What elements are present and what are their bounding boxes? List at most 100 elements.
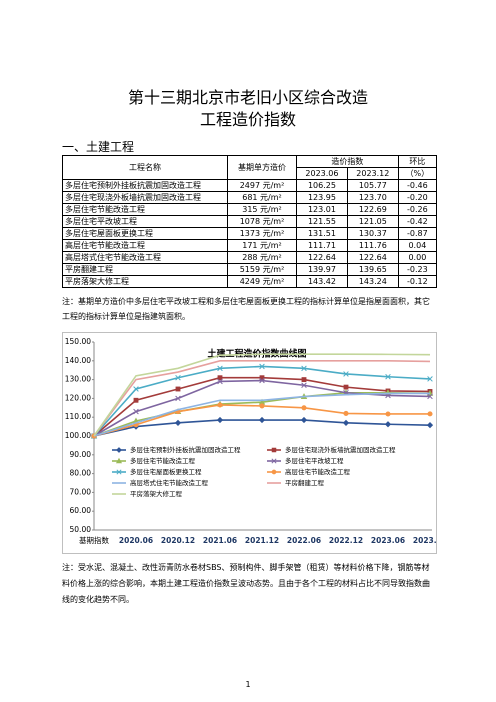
table-cell: -0.12 bbox=[397, 275, 438, 288]
y-tick-label: 50.00 bbox=[70, 525, 92, 534]
legend-marker bbox=[271, 458, 277, 464]
legend-label: 平房翻建工程 bbox=[285, 478, 325, 487]
table-cell: 131.51 bbox=[296, 227, 348, 240]
x-tick-label: 2021.06 bbox=[203, 536, 237, 545]
chart-title: 土建工程造价指数曲线图 bbox=[207, 348, 306, 360]
table-row: 多层住宅节能改造工程 315 元/m² 123.01 122.69 -0.26 bbox=[62, 203, 438, 216]
table-cell: 123.01 bbox=[296, 203, 348, 216]
table-cell: 315 元/m² bbox=[227, 203, 297, 216]
chart-frame bbox=[62, 332, 437, 554]
legend-label: 高层塔式住宅节能改造工程 bbox=[130, 478, 209, 487]
marker bbox=[343, 371, 349, 377]
table-cell: 高层塔式住宅节能改造工程 bbox=[62, 251, 228, 264]
marker bbox=[385, 411, 391, 417]
table-cell: 4249 元/m² bbox=[227, 275, 297, 288]
marker bbox=[217, 402, 223, 408]
marker bbox=[259, 403, 265, 409]
table-cell: 1373 元/m² bbox=[227, 227, 297, 240]
table-cell: 171 元/m² bbox=[227, 239, 297, 252]
table-cell: 平房落架大修工程 bbox=[62, 275, 228, 288]
y-tick-label: 60.00 bbox=[70, 506, 92, 515]
table-cell: 高层住宅节能改造工程 bbox=[62, 239, 228, 252]
series-line bbox=[93, 392, 430, 437]
marker bbox=[427, 376, 433, 382]
table-cell: 121.55 bbox=[296, 215, 348, 228]
legend-marker bbox=[115, 457, 123, 464]
x-tick-label: 2020.06 bbox=[119, 536, 153, 545]
index-table: 工程名称 基期单方造价 造价指数 环比 2023.06 2023.12 （%） … bbox=[62, 155, 438, 288]
header-cell: 基期单方造价 bbox=[227, 155, 297, 180]
y-tick-label: 130.00 bbox=[65, 375, 91, 384]
footnote: 注：受水泥、混凝土、改性沥青防水卷材SBS、预制构件、脚手架管（租赁）等材料价格… bbox=[62, 563, 430, 604]
table-cell: 121.05 bbox=[346, 215, 399, 228]
table-cell: 0.00 bbox=[397, 251, 438, 264]
page-number: 1 bbox=[245, 680, 251, 689]
header-cell: 环比 bbox=[397, 155, 438, 168]
marker bbox=[216, 416, 224, 424]
series-line bbox=[93, 360, 431, 437]
marker bbox=[175, 374, 181, 381]
section-heading: 一、土建工程 bbox=[62, 140, 135, 154]
table-cell: 122.64 bbox=[296, 251, 348, 264]
table-row: 高层住宅节能改造工程 171 元/m² 111.71 111.76 0.04 bbox=[62, 239, 438, 252]
y-tick-label: 110.00 bbox=[65, 412, 91, 421]
marker bbox=[174, 419, 182, 426]
marker bbox=[133, 397, 139, 403]
header-row: 2023.06 2023.12 （%） bbox=[63, 167, 438, 180]
table-cell: 1078 元/m² bbox=[227, 215, 297, 228]
marker bbox=[427, 393, 433, 400]
legend-marker bbox=[116, 447, 122, 453]
legend-label: 多层住宅屋面板更换工程 bbox=[130, 467, 202, 476]
table-cell: 105.77 bbox=[346, 179, 399, 192]
header-cell: 2023.12 bbox=[346, 167, 399, 180]
table-row: 多层住宅预制外挂板抗震加固改造工程 2497 元/m² 106.25 105.77 -0… bbox=[62, 179, 438, 192]
y-tick-label: 100.00 bbox=[65, 431, 91, 440]
table-row: 平房翻建工程 5159 元/m² 139.97 139.65 -0.23 bbox=[62, 263, 438, 276]
header-row: 工程名称 基期单方造价 造价指数 环比 bbox=[62, 155, 438, 180]
marker bbox=[133, 386, 139, 392]
header-cell: 工程名称 bbox=[62, 155, 228, 180]
x-tick-label: 2022.12 bbox=[329, 536, 363, 545]
table-cell: 多层住宅节能改造工程 bbox=[62, 203, 228, 216]
table-row: 多层住宅屋面板更换工程 1373 元/m² 131.51 130.37 -0.87 bbox=[62, 227, 438, 240]
legend-marker bbox=[271, 469, 277, 475]
table-cell: 多层住宅现浇外板墙抗震加固改造工程 bbox=[62, 191, 228, 204]
marker bbox=[175, 395, 181, 402]
table-cell: 平房翻建工程 bbox=[62, 263, 228, 276]
y-tick-label: 90.00 bbox=[70, 450, 92, 459]
table-cell: 111.76 bbox=[346, 239, 399, 252]
marker bbox=[343, 384, 349, 390]
x-tick-label: 2021.12 bbox=[245, 536, 279, 545]
table-cell: 139.65 bbox=[346, 263, 399, 276]
legend-marker bbox=[271, 447, 277, 453]
legend-label: 平房落架大修工程 bbox=[130, 489, 183, 498]
marker bbox=[133, 408, 139, 415]
legend-label: 多层住宅现浇外板墙抗震加固改造工程 bbox=[285, 445, 396, 454]
table-cell: 0.04 bbox=[397, 239, 438, 252]
x-tick-label: 2020.12 bbox=[161, 536, 195, 545]
marker bbox=[385, 374, 391, 380]
table-cell: -0.42 bbox=[397, 215, 438, 228]
marker bbox=[259, 375, 265, 381]
table-cell: -0.46 bbox=[397, 179, 438, 192]
table-cell: 122.64 bbox=[346, 251, 399, 264]
table-cell: 122.69 bbox=[346, 203, 399, 216]
table-cell: 681 元/m² bbox=[227, 191, 297, 204]
table-cell: 130.37 bbox=[346, 227, 399, 240]
table-row: 多层住宅平改坡工程 1078 元/m² 121.55 121.05 -0.42 bbox=[62, 215, 438, 228]
header-cell: 造价指数 bbox=[296, 155, 399, 168]
x-tick-label: 2022.06 bbox=[287, 536, 321, 545]
title-line: 第十三期北京市老旧小区综合改造 bbox=[127, 88, 368, 107]
marker bbox=[258, 416, 266, 424]
legend-label: 多层住宅预制外挂板抗震加固改造工程 bbox=[130, 445, 241, 454]
table-cell: -0.20 bbox=[397, 191, 438, 204]
marker bbox=[217, 375, 223, 381]
marker bbox=[384, 421, 392, 428]
table-cell: 多层住宅预制外挂板抗震加固改造工程 bbox=[62, 179, 228, 192]
marker bbox=[343, 410, 349, 416]
table-cell: 123.95 bbox=[296, 191, 348, 204]
table-cell: 106.25 bbox=[296, 179, 348, 192]
series-line bbox=[93, 353, 431, 437]
marker bbox=[300, 416, 308, 424]
